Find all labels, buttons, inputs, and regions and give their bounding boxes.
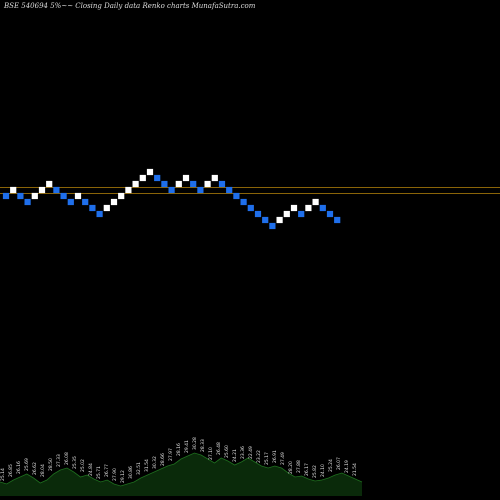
volume-label-31: 23.36 [240,446,246,459]
volume-label-33: 23.22 [256,450,262,463]
renko-brick-46 [326,210,334,218]
renko-brick-41 [290,204,298,212]
renko-brick-7 [46,180,53,188]
renko-brick-40 [283,210,290,218]
volume-label-24: 29.41 [184,440,190,453]
volume-label-42: 25.24 [328,459,334,472]
renko-brick-39 [276,216,283,224]
renko-brick-14 [96,210,103,218]
volume-outline [0,452,363,487]
volume-label-32: 22.49 [248,446,254,459]
volume-label-5: 26.62 [32,462,38,475]
renko-brick-43 [305,204,312,212]
renko-brick-37 [262,216,269,224]
renko-brick-11 [74,192,82,200]
renko-brick-34 [240,198,247,206]
renko-brick-17 [118,192,125,200]
volume-label-29: 25.60 [224,445,230,458]
volume-label-25: 30.28 [192,437,198,450]
renko-brick-35 [247,204,254,212]
renko-brick-15 [103,204,110,212]
renko-brick-24 [168,186,175,194]
renko-brick-32 [226,186,233,194]
volume-label-43: 26.07 [336,457,342,470]
renko-brick-21 [146,168,154,176]
renko-brick-19 [132,180,139,188]
volume-label-15: 27.90 [112,468,118,481]
volume-label-40: 25.82 [312,465,318,478]
volume-label-27: 27.10 [208,447,214,460]
volume-label-18: 32.51 [136,462,142,475]
renko-brick-47 [334,216,341,224]
renko-brick-5 [31,192,38,200]
renko-brick-1 [2,192,10,200]
volume-label-38: 27.88 [296,460,302,473]
volume-label-34: 25.17 [264,452,270,465]
volume-label-26: 28.33 [200,439,206,452]
volume-label-8: 27.33 [56,454,62,467]
renko-brick-6 [38,186,46,194]
renko-brick-30 [211,174,218,182]
volume-label-20: 30.32 [152,456,158,469]
volume-label-35: 26.91 [272,450,278,463]
renko-brick-28 [197,186,204,194]
renko-brick-29 [204,180,211,188]
renko-brick-18 [125,186,132,194]
renko-brick-4 [24,198,31,206]
volume-label-17: 30.86 [128,466,134,479]
volume-label-14: 26.77 [104,464,110,477]
renko-brick-36 [254,210,262,218]
volume-label-45: 21.54 [352,463,358,476]
renko-brick-33 [233,192,240,200]
volume-label-44: 24.19 [344,460,350,473]
volume-label-11: 25.02 [80,459,86,472]
renko-brick-20 [139,174,146,182]
volume-label-4: 25.69 [24,458,30,471]
renko-brick-12 [82,198,89,206]
renko-brick-2 [10,186,17,194]
volume-label-2: 26.85 [8,464,14,477]
renko-brick-10 [67,198,74,206]
volume-label-39: 26.17 [304,463,310,476]
volume-label-30: 24.21 [232,449,238,462]
volume-label-37: 28.20 [288,461,294,474]
volume-label-41: 24.10 [320,464,326,477]
renko-brick-26 [182,174,190,182]
volume-label-7: 28.50 [48,458,54,471]
volume-area [0,453,362,496]
renko-brick-38 [269,222,276,230]
renko-brick-13 [89,204,96,212]
volume-label-36: 27.49 [280,452,286,465]
renko-brick-8 [53,186,60,194]
volume-label-3: 26.16 [16,461,22,474]
chart-title: BSE 540694 5%~~ Closing Daily data Renko… [4,2,256,10]
volume-label-16: 29.12 [120,470,126,483]
renko-brick-3 [17,192,24,200]
renko-brick-45 [319,204,326,212]
renko-brick-23 [161,180,168,188]
renko-brick-22 [154,174,161,182]
volume-label-21: 28.66 [160,453,166,466]
renko-brick-16 [110,198,118,206]
volume-label-10: 25.35 [72,456,78,469]
renko-brick-44 [312,198,319,206]
renko-brick-25 [175,180,182,188]
renko-brick-42 [298,210,305,218]
volume-label-23: 28.16 [176,443,182,456]
volume-label-28: 26.48 [216,442,222,455]
renko-brick-31 [218,180,226,188]
volume-label-9: 26.08 [64,452,70,465]
renko-brick-9 [60,192,67,200]
volume-label-22: 27.97 [168,448,174,461]
volume-label-12: 24.84 [88,463,94,476]
volume-label-6: 28.04 [40,464,46,477]
renko-brick-27 [190,180,197,188]
volume-label-19: 31.54 [144,459,150,472]
volume-label-13: 25.71 [96,466,102,479]
volume-label-1: 25.14 [0,468,6,481]
